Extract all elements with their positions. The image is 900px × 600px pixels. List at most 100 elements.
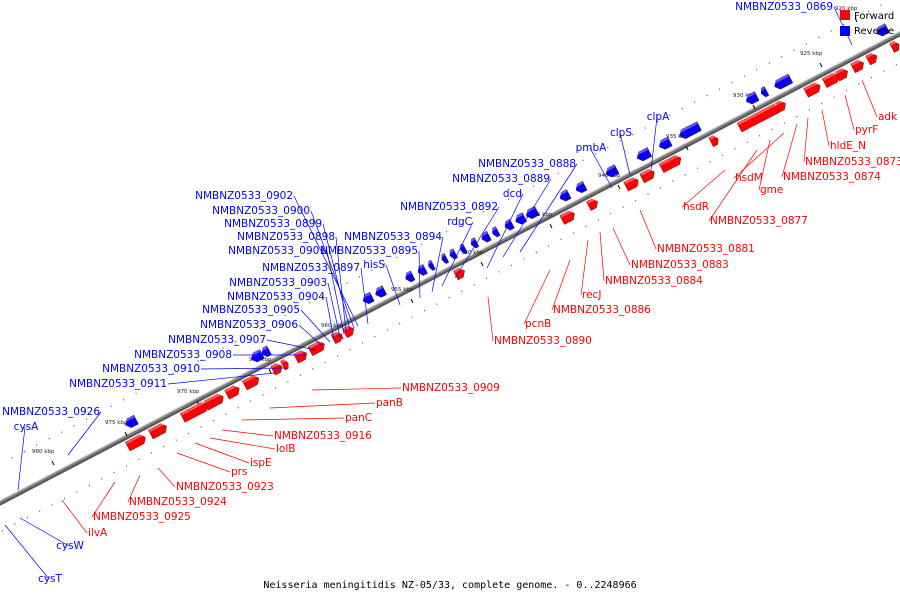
- gene-arrow: [876, 23, 890, 37]
- reverse-gene: [677, 121, 702, 139]
- forward-gene: [203, 392, 224, 411]
- minor-tick: [796, 115, 798, 118]
- gene-highlight: [225, 384, 238, 393]
- reverse-gene: [657, 136, 673, 150]
- leader-line: [310, 210, 355, 329]
- gene-arrow: [708, 135, 719, 148]
- minor-tick: [234, 340, 237, 343]
- leader-line: [418, 250, 421, 299]
- minor-tick: [607, 146, 609, 149]
- tick-label: 975 kbp: [105, 420, 128, 426]
- reverse-gene: [874, 23, 890, 37]
- leader-line: [327, 282, 341, 338]
- gene-label: NMBNZ0533_0900: [212, 205, 310, 217]
- minor-tick: [147, 386, 150, 388]
- minor-tick: [249, 400, 252, 403]
- reverse-gene: [772, 73, 794, 90]
- gene-highlight: [890, 40, 898, 46]
- tick-mark: [480, 261, 484, 267]
- minor-tick: [436, 303, 438, 305]
- tick-mark: [752, 104, 756, 110]
- tick-mark: [617, 184, 621, 190]
- gene-label: NMBNZ0533_0892: [400, 201, 498, 213]
- minor-tick: [299, 374, 302, 377]
- gene-label: cysA: [14, 421, 39, 433]
- gene-label: hsdM: [735, 172, 763, 184]
- reverse-gene: [524, 205, 540, 219]
- minor-tick: [287, 380, 289, 383]
- minor-tick: [498, 270, 500, 273]
- reverse-gene: [469, 237, 480, 249]
- gene-arrow: [745, 91, 760, 105]
- leader-line: [360, 267, 369, 325]
- minor-tick: [247, 334, 249, 336]
- gene-highlight: [759, 86, 765, 92]
- gene-highlight: [604, 164, 616, 173]
- gene-label: NMBNZ0533_0908: [134, 349, 232, 361]
- minor-tick: [631, 133, 634, 136]
- tick-mark: [124, 431, 128, 437]
- gene-arrow: [492, 226, 501, 238]
- minor-tick: [783, 122, 786, 124]
- gene-label: pyrF: [855, 124, 878, 136]
- reverse-gene: [513, 212, 528, 225]
- gene-highlight: [657, 137, 669, 145]
- minor-tick: [448, 296, 451, 299]
- minor-tick: [734, 148, 736, 150]
- minor-tick: [510, 264, 513, 267]
- minor-tick: [644, 127, 646, 129]
- leader-line: [241, 417, 345, 421]
- gene-labels: NMBNZ0533_0869 clpA clpSpmbANMBNZ0533_0888…: [2, 1, 900, 585]
- minor-tick: [237, 406, 240, 409]
- gene-highlight: [560, 209, 573, 218]
- minor-tick: [274, 387, 277, 390]
- reverse-gene: [448, 248, 458, 260]
- gene-arrow: [148, 423, 167, 440]
- leader-line: [269, 402, 376, 409]
- minor-tick: [113, 471, 115, 474]
- gene-arrow: [679, 121, 702, 139]
- gene-arrow: [639, 169, 655, 184]
- gene-label: NMBNZ0533_0883: [631, 259, 729, 271]
- tick-label: 970 kbp: [177, 389, 200, 395]
- gene-highlight: [635, 147, 648, 156]
- minor-tick: [73, 424, 75, 427]
- minor-tick: [743, 75, 746, 78]
- minor-tick: [821, 102, 823, 105]
- forward-gene: [242, 373, 260, 391]
- leader-line: [209, 437, 276, 450]
- leader-line: [194, 442, 250, 464]
- legend-forward-swatch: [840, 10, 850, 20]
- leader-line: [127, 474, 141, 503]
- minor-tick: [669, 114, 671, 116]
- minor-tick: [507, 198, 510, 200]
- minor-tick: [830, 30, 833, 32]
- leader-line: [454, 206, 500, 279]
- gene-highlight: [180, 400, 206, 416]
- gene-highlight: [426, 260, 432, 265]
- reverse-gene: [123, 414, 139, 428]
- leader-line: [681, 169, 726, 208]
- leader-line: [861, 79, 878, 118]
- minor-tick: [371, 269, 373, 272]
- minor-tick: [569, 165, 572, 168]
- forward-gene: [180, 400, 208, 423]
- reverse-gene: [503, 218, 515, 231]
- reverse-gene: [635, 147, 653, 162]
- gene-arrow: [293, 350, 307, 364]
- gene-highlight: [440, 253, 445, 258]
- minor-tick: [659, 186, 662, 189]
- minor-tick: [408, 250, 410, 252]
- leader-line: [589, 147, 613, 189]
- minor-tick: [684, 173, 686, 176]
- minor-tick: [895, 63, 897, 66]
- gene-label: hisS: [363, 259, 385, 271]
- minor-tick: [681, 107, 684, 110]
- minor-tick: [346, 282, 348, 285]
- gene-highlight: [640, 167, 653, 176]
- minor-tick: [411, 316, 413, 318]
- leader-line: [733, 132, 785, 179]
- forward-gene: [658, 153, 682, 173]
- forward-gene: [889, 40, 900, 53]
- tick-mark: [819, 62, 823, 68]
